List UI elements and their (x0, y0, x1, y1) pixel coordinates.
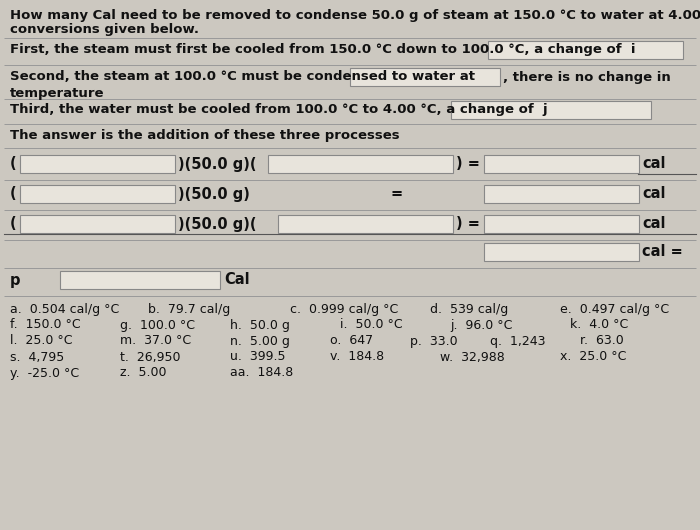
Text: y.  -25.0 °C: y. -25.0 °C (10, 367, 79, 379)
Text: cal: cal (642, 187, 666, 201)
Text: n.  5.00 g: n. 5.00 g (230, 334, 290, 348)
Text: u.  399.5: u. 399.5 (230, 350, 286, 364)
Text: z.  5.00: z. 5.00 (120, 367, 167, 379)
Text: temperature: temperature (10, 86, 104, 100)
Bar (278, 215, 453, 233)
Text: ) =: ) = (456, 156, 480, 172)
Text: Third, the water must be cooled from 100.0 °C to 4.00 °C, a change of  j: Third, the water must be cooled from 100… (10, 103, 547, 117)
Text: h.  50.0 g: h. 50.0 g (230, 319, 290, 331)
Bar (488, 41, 683, 59)
Text: (: ( (10, 156, 17, 172)
Text: g.  100.0 °C: g. 100.0 °C (120, 319, 195, 331)
Text: )(50.0 g)(: )(50.0 g)( (178, 216, 260, 232)
Text: i.  50.0 °C: i. 50.0 °C (340, 319, 402, 331)
Text: The answer is the addition of these three processes: The answer is the addition of these thre… (10, 129, 400, 143)
Bar (484, 155, 639, 173)
Bar (451, 101, 651, 119)
Text: o.  647: o. 647 (330, 334, 373, 348)
Text: j.  96.0 °C: j. 96.0 °C (450, 319, 512, 331)
Text: p.  33.0: p. 33.0 (410, 334, 458, 348)
Text: s.  4,795: s. 4,795 (10, 350, 64, 364)
Text: a.  0.504 cal/g °C: a. 0.504 cal/g °C (10, 303, 119, 315)
Text: m.  37.0 °C: m. 37.0 °C (120, 334, 191, 348)
Text: c.  0.999 cal/g °C: c. 0.999 cal/g °C (290, 303, 398, 315)
Text: Cal: Cal (224, 272, 250, 287)
Text: cal =: cal = (642, 244, 682, 260)
Bar (484, 243, 639, 261)
Text: aa.  184.8: aa. 184.8 (230, 367, 293, 379)
Text: e.  0.497 cal/g °C: e. 0.497 cal/g °C (560, 303, 669, 315)
Text: =: = (390, 187, 402, 201)
Bar (484, 185, 639, 203)
Text: f.  150.0 °C: f. 150.0 °C (10, 319, 80, 331)
Bar (350, 68, 500, 86)
Text: )(50.0 g): )(50.0 g) (178, 187, 250, 201)
Text: ) =: ) = (456, 216, 480, 232)
Text: conversions given below.: conversions given below. (10, 23, 199, 37)
Text: q.  1,243: q. 1,243 (490, 334, 545, 348)
Text: , there is no change in: , there is no change in (503, 70, 671, 84)
Text: b.  79.7 cal/g: b. 79.7 cal/g (148, 303, 230, 315)
Text: p: p (10, 272, 20, 287)
Text: cal: cal (642, 156, 666, 172)
Text: (: ( (10, 216, 20, 232)
Bar (20, 185, 175, 203)
Text: First, the steam must first be cooled from 150.0 °C down to 100.0 °C, a change o: First, the steam must first be cooled fr… (10, 43, 636, 57)
Text: )(50.0 g)(: )(50.0 g)( (178, 156, 256, 172)
Text: (: ( (10, 187, 17, 201)
Bar (268, 155, 453, 173)
Text: r.  63.0: r. 63.0 (580, 334, 624, 348)
Bar (20, 155, 175, 173)
Text: w.  32,988: w. 32,988 (440, 350, 505, 364)
Text: x.  25.0 °C: x. 25.0 °C (560, 350, 626, 364)
Text: v.  184.8: v. 184.8 (330, 350, 384, 364)
Bar (484, 215, 639, 233)
Text: t.  26,950: t. 26,950 (120, 350, 181, 364)
Text: cal: cal (642, 216, 666, 232)
Bar (20, 215, 175, 233)
Bar (60, 271, 220, 289)
Text: d.  539 cal/g: d. 539 cal/g (430, 303, 508, 315)
Text: k.  4.0 °C: k. 4.0 °C (570, 319, 629, 331)
Text: Second, the steam at 100.0 °C must be condensed to water at: Second, the steam at 100.0 °C must be co… (10, 70, 475, 84)
Text: How many Cal need to be removed to condense 50.0 g of steam at 150.0 °C to water: How many Cal need to be removed to conde… (10, 10, 700, 22)
Text: l.  25.0 °C: l. 25.0 °C (10, 334, 73, 348)
